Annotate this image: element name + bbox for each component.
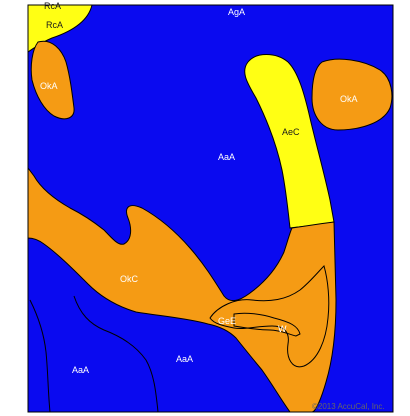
label-rca: RcA <box>46 20 63 30</box>
label-aga-top: AgA <box>228 7 245 17</box>
label-oka-right: OkA <box>340 94 358 104</box>
label-okc: OkC <box>120 274 139 284</box>
polygon-okc[interactable] <box>27 166 337 413</box>
label-aaa-bottom-left: AaA <box>72 365 89 375</box>
boundary-aaa-left <box>29 299 51 413</box>
label-oka-left: OkA <box>40 81 58 91</box>
polygon-rca[interactable] <box>27 4 93 53</box>
label-rca-top: RcA <box>44 1 61 11</box>
label-aec: AeC <box>282 127 300 137</box>
boundary-gee <box>209 265 330 368</box>
boundary-w <box>233 312 301 337</box>
copyright: ©2013 AccuCal, Inc. <box>312 402 385 411</box>
label-aaa-center: AaA <box>218 152 235 162</box>
boundary-aaa-mid <box>73 295 159 413</box>
polygon-oka-left[interactable] <box>30 40 75 120</box>
label-w: W <box>278 324 287 334</box>
polygon-oka-right[interactable] <box>311 58 393 131</box>
label-gee: GeE <box>218 316 236 326</box>
label-aaa-bottom-mid: AaA <box>176 354 193 364</box>
